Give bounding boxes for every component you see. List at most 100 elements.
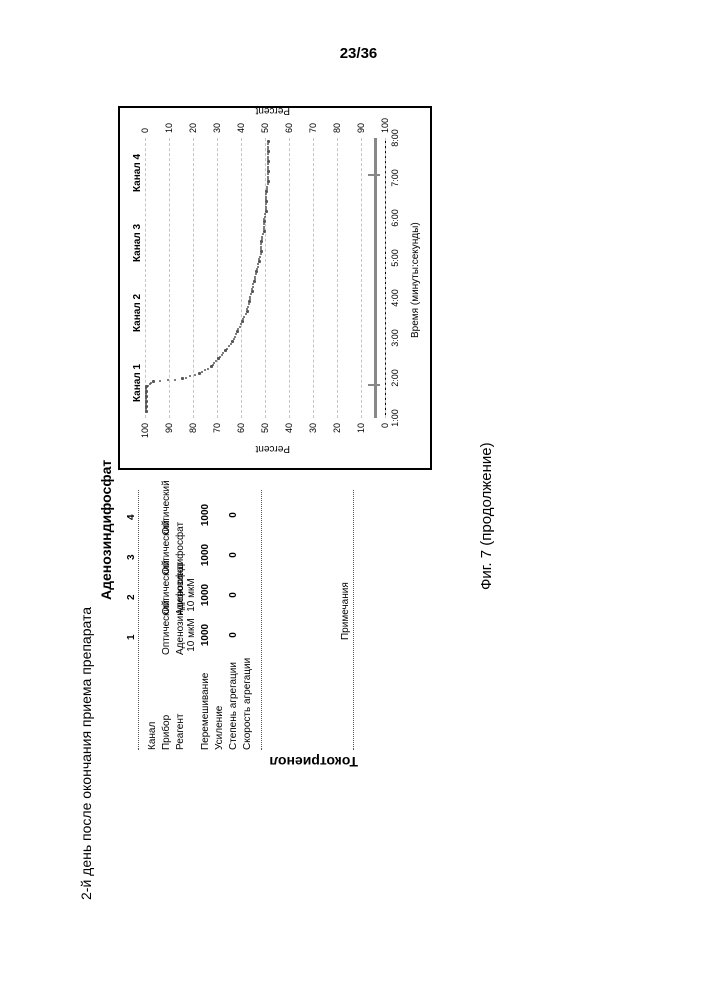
col-head-4: 4 xyxy=(126,514,137,520)
curve-point xyxy=(145,410,147,412)
gridline xyxy=(289,138,290,418)
curve-point xyxy=(194,374,196,376)
gridline xyxy=(337,138,338,418)
curve-point xyxy=(231,340,234,343)
y-tick-right: 40 xyxy=(236,108,246,133)
x-tick: 7:00 xyxy=(390,163,400,193)
y-tick-left: 10 xyxy=(356,423,366,448)
table-cell xyxy=(175,535,197,575)
y-tick-left: 0 xyxy=(380,423,390,448)
table-cell: Аденозиндифосфат 10 мкМ xyxy=(175,615,197,655)
gridline xyxy=(145,138,146,418)
curve-point xyxy=(234,336,236,338)
flat-series xyxy=(374,138,377,418)
curve-point xyxy=(251,290,254,293)
subtitle: Аденозиндифосфат xyxy=(98,460,114,600)
table-row: Скорость агрегации xyxy=(242,490,253,750)
table-cell: Оптический xyxy=(161,615,172,655)
curve-point xyxy=(267,146,269,148)
x-tick: 8:00 xyxy=(390,123,400,153)
curve-point xyxy=(174,379,176,381)
row-label: Степень агрегации xyxy=(228,655,239,750)
col-head-1: 1 xyxy=(126,634,137,640)
row-label: Реагент xyxy=(175,655,197,750)
curve-point xyxy=(264,216,266,218)
x-tick: 3:00 xyxy=(390,323,400,353)
ch-head-2: Канал 2 xyxy=(132,283,143,343)
table-cell: 1000 xyxy=(200,615,211,655)
gridline xyxy=(217,138,218,418)
parameter-table: КаналПриборОптическийОптическийОптически… xyxy=(138,490,262,750)
table-cell xyxy=(214,495,225,535)
notes-label: Примечания xyxy=(340,582,351,640)
table-cell: 0 xyxy=(228,615,239,655)
curve-point xyxy=(267,166,269,168)
curve-point xyxy=(159,380,161,382)
y-tick-left: 90 xyxy=(164,423,174,448)
curve-point xyxy=(239,326,241,328)
table-cell: Оптический xyxy=(161,495,172,535)
title: 2-й день после окончания приема препарат… xyxy=(78,607,94,900)
table-cell: Аденозиндифосфат 10 мкМ xyxy=(175,575,197,615)
y-tick-left: 30 xyxy=(308,423,318,448)
page-number: 23/36 xyxy=(0,45,717,62)
row-label: Усиление xyxy=(214,655,225,750)
table-cell: Оптический xyxy=(161,575,172,615)
table-cell xyxy=(147,535,158,575)
table-row: Степень агрегации0000 xyxy=(228,490,239,750)
curve-point xyxy=(226,348,228,350)
curve-point xyxy=(260,250,263,253)
table-cell: 1000 xyxy=(200,495,211,535)
x-axis-label: Время (минуты:секунды) xyxy=(410,222,421,338)
curve-point xyxy=(185,377,187,379)
curve-point xyxy=(230,343,232,345)
curve-point xyxy=(267,160,270,163)
row-label: Перемешивание xyxy=(200,655,211,750)
curve-point xyxy=(267,156,269,158)
curve-point xyxy=(267,150,270,153)
y-tick-right: 20 xyxy=(188,108,198,133)
table-cell xyxy=(147,615,158,655)
curve-point xyxy=(259,256,261,258)
table-cell: 1000 xyxy=(200,575,211,615)
y-axis-label-left: Percent xyxy=(256,443,290,454)
curve-point xyxy=(260,240,263,243)
row-label: Скорость агрегации xyxy=(242,655,253,750)
table-cell: 0 xyxy=(228,575,239,615)
gridline xyxy=(361,138,362,418)
y-axis-label-right: Percent xyxy=(256,105,290,116)
y-tick-left: 70 xyxy=(212,423,222,448)
curve-point xyxy=(236,330,239,333)
figure-caption: Фиг. 7 (продолжение) xyxy=(478,442,495,590)
y-tick-right: 70 xyxy=(308,108,318,133)
gridline xyxy=(385,138,386,418)
table-cell: 0 xyxy=(228,535,239,575)
curve-point xyxy=(267,180,270,183)
table-cell xyxy=(214,575,225,615)
curve-point xyxy=(246,310,249,313)
curve-point xyxy=(258,260,261,263)
gridline xyxy=(313,138,314,418)
curve-point xyxy=(267,170,270,173)
curve-point xyxy=(263,230,266,233)
y-tick-right: 80 xyxy=(332,108,342,133)
y-tick-right: 30 xyxy=(212,108,222,133)
curve-point xyxy=(253,280,256,283)
table-row: ПриборОптическийОптическийОптическийОпти… xyxy=(161,490,172,750)
x-tick: 6:00 xyxy=(390,203,400,233)
curve-point xyxy=(147,385,149,387)
x-tick: 4:00 xyxy=(390,283,400,313)
curve-point xyxy=(221,354,223,356)
curve-point xyxy=(213,362,215,364)
curve-point xyxy=(248,300,251,303)
compound-side-label: Токотриенол xyxy=(269,754,358,770)
table-cell xyxy=(214,535,225,575)
table-cell: 0 xyxy=(228,495,239,535)
curve-point xyxy=(265,196,267,198)
curve-point xyxy=(201,371,203,373)
y-tick-right: 10 xyxy=(164,108,174,133)
curve-point xyxy=(261,236,263,238)
table-cell xyxy=(242,615,253,655)
curve-point xyxy=(265,190,268,193)
row-label: Канал xyxy=(147,655,158,750)
